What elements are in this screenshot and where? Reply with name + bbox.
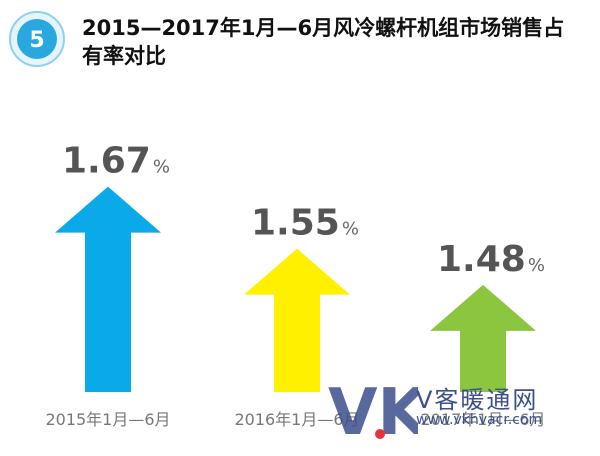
category-label-3: 2017年1月—6月 bbox=[420, 410, 545, 429]
category-labels-group: 2015年1月—6月 2016年1月—6月 2017年1月—6月 bbox=[45, 410, 545, 429]
bars-group bbox=[55, 186, 536, 392]
arrow-bar-3 bbox=[430, 284, 536, 392]
watermark-url: www.vkhvacr.com bbox=[416, 412, 543, 428]
category-label-2: 2016年1月—6月 bbox=[234, 410, 359, 429]
value-unit: % bbox=[153, 157, 170, 178]
watermark: VK V客暖通网 www.vkhvacr.com bbox=[328, 372, 590, 452]
vk-logo: VK bbox=[328, 376, 418, 442]
category-label-1: 2015年1月—6月 bbox=[45, 410, 170, 429]
value-unit: % bbox=[342, 219, 359, 240]
value-unit: % bbox=[528, 255, 545, 276]
watermark-name: V客暖通网 bbox=[416, 386, 539, 414]
value-number: 1.55 bbox=[251, 203, 340, 244]
logo-dot bbox=[375, 429, 385, 439]
number-badge: 5 bbox=[9, 11, 65, 67]
badge-inner bbox=[17, 19, 57, 59]
value-number: 1.67 bbox=[62, 141, 151, 182]
arrow-bar-1 bbox=[55, 186, 161, 392]
value-label-3: 1.48% bbox=[437, 239, 545, 280]
value-labels-group: 1.67 %1.55 %1.48% bbox=[62, 141, 545, 280]
vk-logo-text: VK bbox=[328, 376, 418, 442]
badge-number: 5 bbox=[29, 28, 44, 53]
chart-title: 2015—2017年1月—6月风冷螺杆机组市场销售占有率对比 bbox=[82, 16, 565, 68]
value-label-2: 1.55% bbox=[251, 203, 359, 244]
value-label-1: 1.67% bbox=[62, 141, 170, 182]
value-number: 1.48 bbox=[437, 239, 526, 280]
arrow-bar-2 bbox=[244, 248, 350, 392]
